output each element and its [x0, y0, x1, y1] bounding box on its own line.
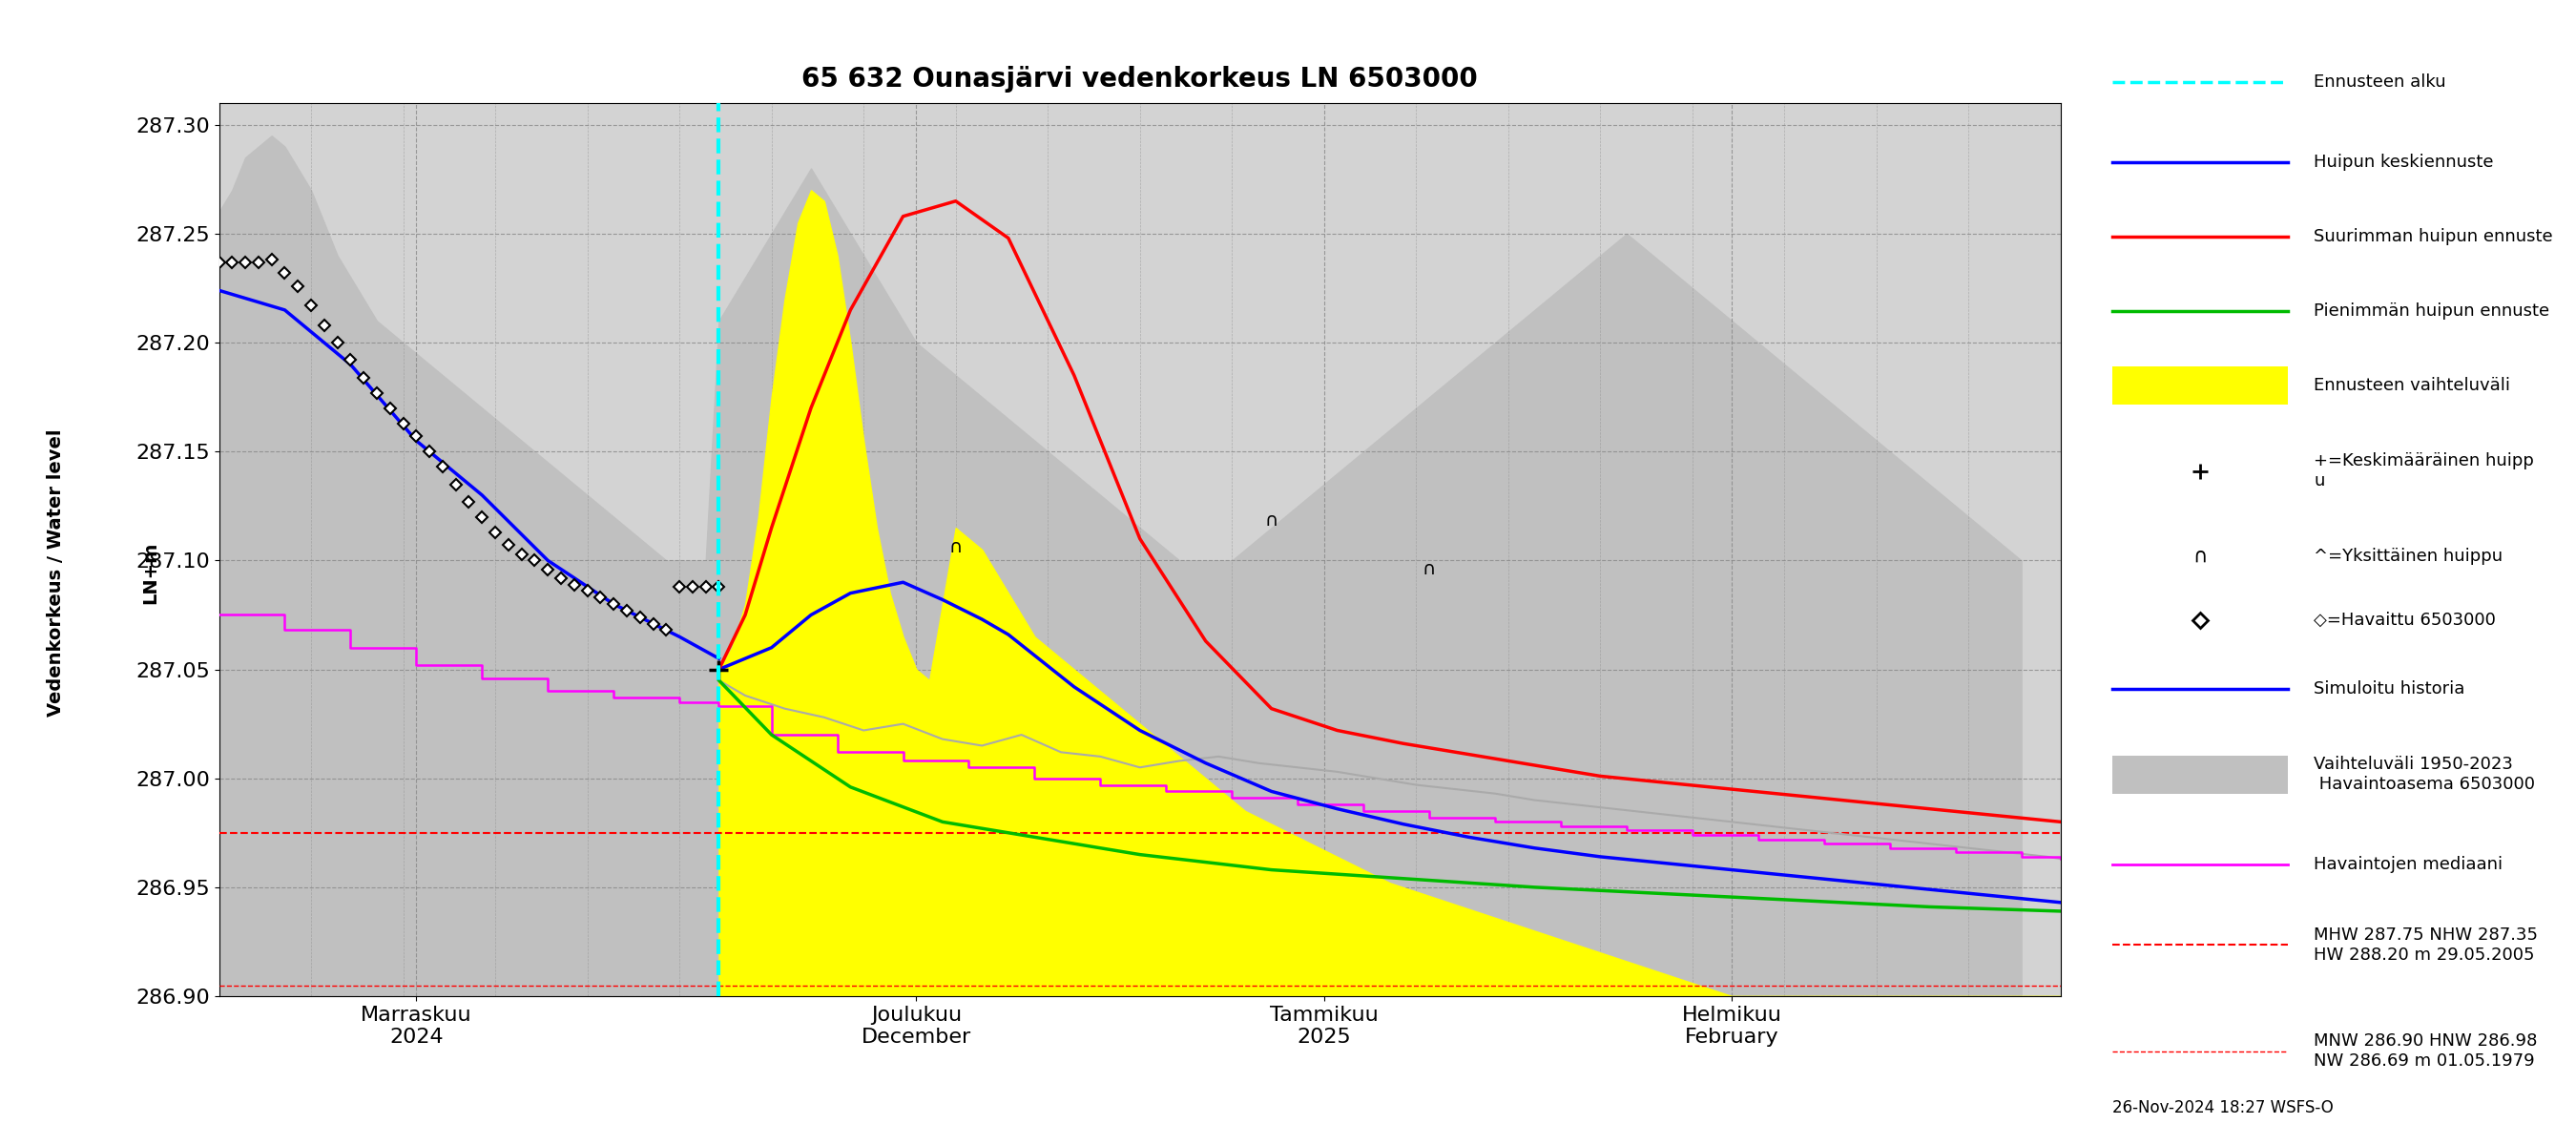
- Text: MNW 286.90 HNW 286.98
NW 286.69 m 01.05.1979: MNW 286.90 HNW 286.98 NW 286.69 m 01.05.…: [2313, 1033, 2537, 1069]
- Text: LN+m: LN+m: [142, 542, 160, 603]
- Text: ∩: ∩: [1422, 560, 1435, 578]
- Text: Vedenkorkeus / Water level: Vedenkorkeus / Water level: [46, 428, 64, 717]
- Text: ∩: ∩: [2192, 546, 2208, 566]
- Text: Ennusteen vaihteluväli: Ennusteen vaihteluväli: [2313, 377, 2509, 394]
- Text: ∩: ∩: [948, 538, 963, 556]
- Text: MHW 287.75 NHW 287.35
HW 288.20 m 29.05.2005: MHW 287.75 NHW 287.35 HW 288.20 m 29.05.…: [2313, 926, 2537, 963]
- Text: 26-Nov-2024 18:27 WSFS-O: 26-Nov-2024 18:27 WSFS-O: [2112, 1099, 2334, 1116]
- Text: ^=Yksittäinen huippu: ^=Yksittäinen huippu: [2313, 547, 2504, 564]
- Text: Ennusteen alku: Ennusteen alku: [2313, 73, 2447, 90]
- Text: Suurimman huipun ennuste: Suurimman huipun ennuste: [2313, 228, 2553, 245]
- Bar: [2112, 366, 2287, 405]
- Text: Vaihteluväli 1950-2023
 Havaintoasema 6503000: Vaihteluväli 1950-2023 Havaintoasema 650…: [2313, 756, 2535, 793]
- Text: Simuloitu historia: Simuloitu historia: [2313, 680, 2465, 697]
- Text: +=Keskimääräinen huipp
u: +=Keskimääräinen huipp u: [2313, 452, 2535, 489]
- Bar: [2112, 756, 2287, 793]
- Title: 65 632 Ounasjärvi vedenkorkeus LN 6503000: 65 632 Ounasjärvi vedenkorkeus LN 650300…: [801, 66, 1479, 93]
- Text: Pienimmän huipun ennuste: Pienimmän huipun ennuste: [2313, 302, 2550, 319]
- Text: ◇=Havaittu 6503000: ◇=Havaittu 6503000: [2313, 611, 2496, 629]
- Text: ∩: ∩: [1265, 512, 1278, 530]
- Text: Havaintojen mediaani: Havaintojen mediaani: [2313, 856, 2504, 874]
- Text: Huipun keskiennuste: Huipun keskiennuste: [2313, 153, 2494, 171]
